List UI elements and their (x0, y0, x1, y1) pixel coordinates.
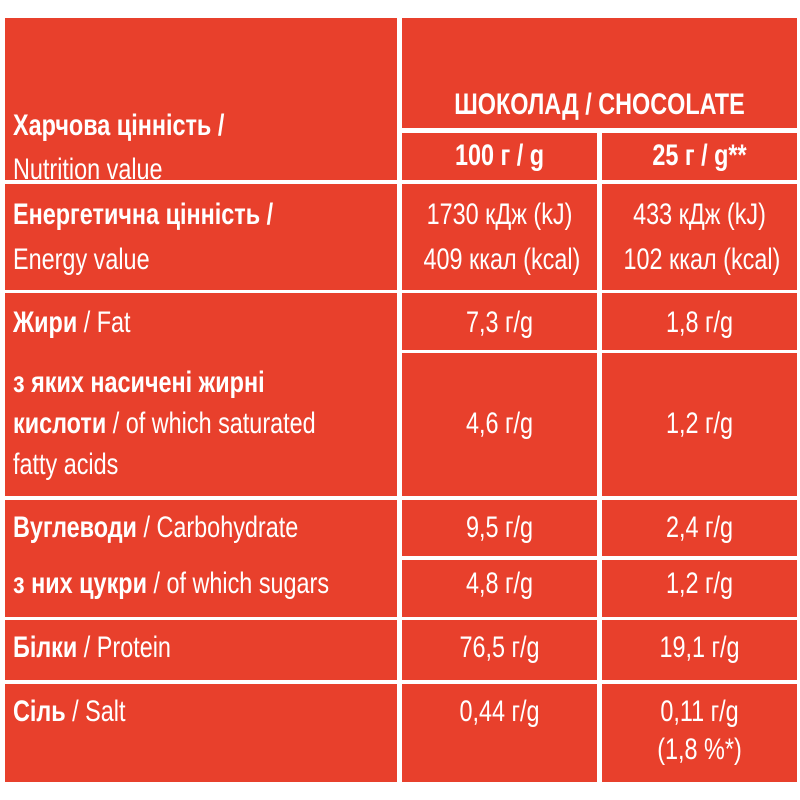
energy-label-en: Energy value (13, 243, 150, 276)
header-25g-cell: 25 г / g** (602, 133, 797, 180)
fat-100g-value: 7,3 г/g (465, 306, 534, 339)
sugars-100g-value: 4,8 г/g (465, 567, 534, 600)
salt-25g-cell: 0,11 г/g (1,8 %*) (602, 684, 797, 782)
energy-25g-kj: 433 кДж (kJ) (633, 198, 766, 231)
saturated-label-uk-1: з яких насичені жирні (13, 366, 265, 399)
col-25g-label: 25 г / g** (652, 139, 747, 172)
saturated-25g-value: 1,2 г/g (665, 407, 734, 440)
protein-25g-value: 19,1 г/g (659, 631, 740, 664)
fat-label-en: / Fat (83, 306, 131, 339)
carbohydrate-label-cell: Вуглеводи / Carbohydrate з них цукри / o… (5, 500, 397, 617)
col-100g-label: 100 г / g (454, 139, 545, 172)
saturated-25g-cell: 1,2 г/g (602, 353, 797, 496)
salt-100g-cell: 0,44 г/g (402, 684, 597, 782)
fat-25g-cell: 1,8 г/g (602, 293, 797, 350)
energy-100g-kcal: 409 ккал (kcal) (423, 243, 581, 276)
sugars-25g-value: 1,2 г/g (665, 567, 734, 600)
fat-100g-cell: 7,3 г/g (402, 293, 597, 350)
fat-label-uk: Жири (13, 306, 78, 339)
protein-100g-cell: 76,5 г/g (402, 620, 597, 680)
saturated-100g-value: 4,6 г/g (465, 407, 534, 440)
carbohydrate-label-uk: Вуглеводи (13, 511, 137, 544)
carbohydrate-25g-cell: 2,4 г/g (602, 500, 797, 556)
header-label-en: Nutrition value (13, 153, 163, 180)
carbohydrate-100g-cell: 9,5 г/g (402, 500, 597, 556)
header-100g-cell: 100 г / g (402, 133, 597, 180)
sugars-label-uk: з них цукри (13, 567, 147, 600)
energy-25g-kcal: 102 ккал (kcal) (623, 243, 781, 276)
protein-25g-cell: 19,1 г/g (602, 620, 797, 680)
fat-25g-value: 1,8 г/g (665, 306, 734, 339)
saturated-100g-cell: 4,6 г/g (402, 353, 597, 496)
saturated-label-en-1: / of which saturated (112, 407, 316, 440)
header-nutrition-label-cell: Харчова цінність / Nutrition value (5, 18, 397, 180)
energy-100g-cell: 1730 кДж (kJ) 409 ккал (kcal) (402, 184, 597, 290)
salt-100g-value: 0,44 г/g (459, 695, 540, 728)
fat-label-cell: Жири / Fat з яких насичені жирні кислоти… (5, 293, 397, 496)
energy-100g-kj: 1730 кДж (kJ) (426, 198, 573, 231)
sugars-25g-cell: 1,2 г/g (602, 560, 797, 617)
header-label-uk: Харчова цінність / (13, 109, 225, 142)
salt-label-en: / Salt (72, 695, 126, 728)
protein-label-uk: Білки (13, 631, 78, 664)
salt-25g-value: 0,11 г/g (660, 695, 739, 728)
salt-25g-reference-intake: (1,8 %*) (657, 733, 742, 766)
header-product-cell: ШОКОЛАД / CHOCOLATE (402, 18, 797, 128)
energy-label-cell: Енергетична цінність / Energy value (5, 184, 397, 290)
energy-25g-cell: 433 кДж (kJ) 102 ккал (kcal) (602, 184, 797, 290)
carbohydrate-25g-value: 2,4 г/g (665, 511, 734, 544)
salt-label-uk: Сіль (13, 695, 66, 728)
carbohydrate-label-en: / Carbohydrate (143, 511, 299, 544)
salt-label-cell: Сіль / Salt (5, 684, 397, 782)
energy-label-uk: Енергетична цінність / (13, 198, 274, 231)
saturated-label-en-2: fatty acids (13, 448, 119, 481)
protein-label-en: / Protein (83, 631, 171, 664)
product-name: ШОКОЛАД / CHOCOLATE (454, 88, 745, 121)
protein-100g-value: 76,5 г/g (459, 631, 540, 664)
saturated-label-uk-2: кислоти (13, 407, 107, 440)
sugars-label-en: / of which sugars (153, 567, 330, 600)
sugars-100g-cell: 4,8 г/g (402, 560, 597, 617)
protein-label-cell: Білки / Protein (5, 620, 397, 680)
carbohydrate-100g-value: 9,5 г/g (465, 511, 534, 544)
